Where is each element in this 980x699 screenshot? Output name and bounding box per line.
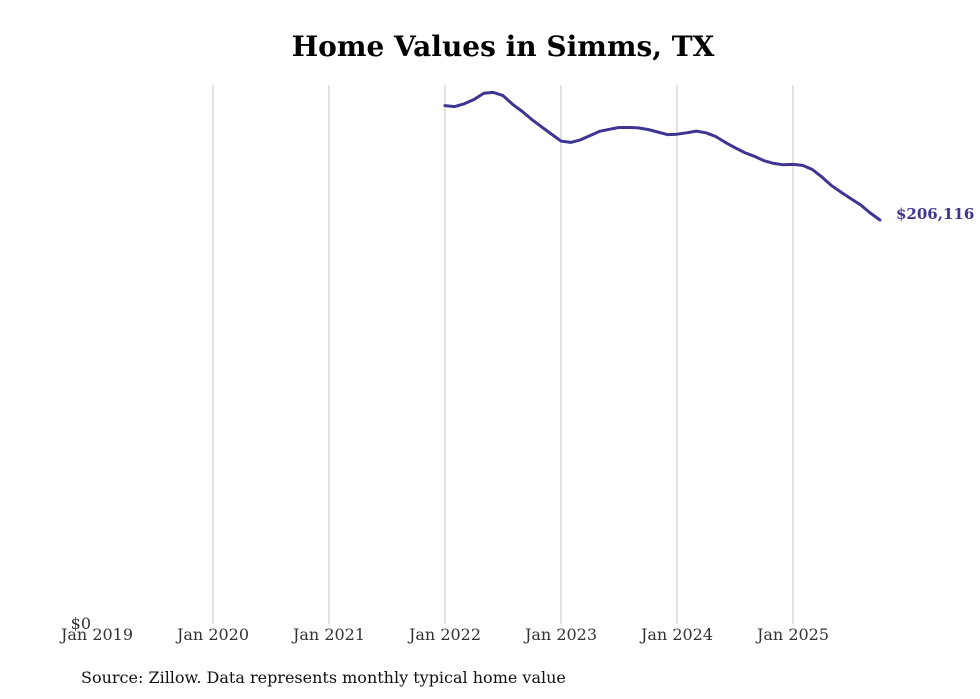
x-tick-label: Jan 2025: [755, 625, 829, 644]
y-tick-label: $0: [71, 614, 91, 633]
x-tick-label: Jan 2019: [59, 625, 133, 644]
source-note: Source: Zillow. Data represents monthly …: [81, 668, 566, 687]
end-label-group: $206,116: [896, 205, 974, 223]
x-axis-ticks: Jan 2019 Jan 2020 Jan 2021 Jan 2022 Jan 2023…: [59, 625, 829, 644]
y-axis-ticks: $0: [71, 614, 91, 633]
chart-title: Home Values in Simms, TX: [291, 30, 715, 63]
series-group: [443, 90, 882, 222]
x-tick-label: Jan 2020: [175, 625, 249, 644]
x-tick-label: Jan 2023: [523, 625, 597, 644]
gridlines: [212, 85, 794, 624]
x-tick-label: Jan 2024: [639, 625, 713, 644]
series-line: [443, 90, 882, 222]
x-tick-label: Jan 2022: [407, 625, 481, 644]
end-value-label: $206,116: [896, 205, 974, 223]
x-tick-label: Jan 2021: [291, 625, 365, 644]
